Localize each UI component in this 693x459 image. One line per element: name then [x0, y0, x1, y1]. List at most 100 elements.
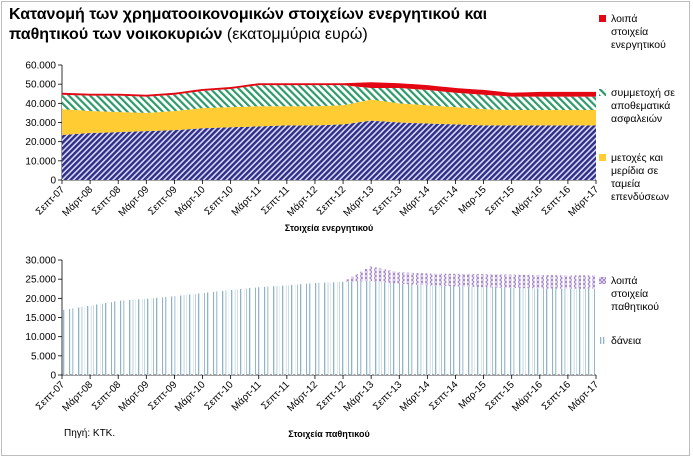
bar-loans	[174, 296, 178, 375]
bar-loans	[504, 287, 507, 375]
bar-loans	[137, 299, 140, 375]
bar-loans	[262, 286, 266, 375]
x-tick-label: Μάρτ-12	[285, 378, 321, 414]
bar-other-liabilities	[490, 274, 493, 288]
x-tick-label: Μάρτ-13	[341, 378, 377, 414]
bar-loans	[299, 284, 303, 375]
bar-loans	[402, 284, 405, 375]
bar-loans	[285, 285, 289, 375]
bar-loans	[364, 281, 368, 375]
bar-loans	[63, 309, 66, 375]
bar-other-liabilities	[453, 273, 456, 287]
bar-loans	[485, 287, 489, 375]
bar-other-liabilities	[532, 274, 535, 289]
liabilities-chart: 0 5.000 10.000 15.000 20.000 25.000 30.000 Σεπτ…	[25, 256, 601, 440]
bar-loans	[123, 300, 126, 375]
bar-other-liabilities	[494, 274, 498, 288]
bar-loans	[550, 288, 554, 375]
bar-loans	[281, 285, 284, 375]
x-tick-label: Μάρτ-16	[510, 183, 546, 219]
bar-loans	[239, 289, 243, 375]
bar-loans	[169, 296, 173, 375]
bar-other-liabilities	[420, 273, 424, 286]
y-tick-label: 50.000	[25, 80, 56, 91]
x-tick-label: Μάρτ-17	[566, 378, 602, 414]
x-tick-label: Σεπτ-14	[427, 379, 461, 413]
bar-loans	[230, 289, 233, 375]
y-tick-label: 20.000	[25, 294, 56, 305]
bar-other-liabilities	[374, 267, 377, 282]
bar-loans	[378, 281, 382, 375]
bar-loans	[118, 300, 122, 375]
bar-loans	[434, 285, 438, 375]
bar-loans	[573, 288, 577, 375]
bar-loans	[234, 289, 238, 375]
bar-loans	[197, 293, 201, 375]
bar-loans	[592, 288, 595, 375]
bar-loans	[532, 288, 535, 375]
bar-loans	[462, 286, 465, 375]
bar-other-liabilities	[569, 275, 572, 289]
x-tick-label: Σεπτ-14	[427, 184, 461, 218]
area-funds	[62, 99, 596, 135]
bar-loans	[397, 283, 400, 375]
bar-other-liabilities	[555, 275, 558, 289]
bar-loans	[95, 304, 99, 375]
bar-loans	[272, 286, 275, 375]
bar-loans	[545, 288, 549, 375]
y-tick-label: 20.000	[25, 137, 56, 148]
bar-other-liabilities	[499, 274, 503, 288]
bar-loans	[355, 281, 359, 375]
y-tick-label: 10.000	[25, 156, 56, 167]
bar-loans	[81, 306, 85, 375]
bar-loans	[225, 290, 229, 375]
legend-loans-label: δάνεια	[611, 335, 641, 347]
bar-loans	[527, 288, 530, 375]
bar-loans	[420, 285, 424, 375]
x-tick-label: Μάρτ-09	[116, 183, 152, 219]
bar-loans	[578, 288, 582, 375]
y-tick-label: 5.000	[31, 351, 56, 362]
bar-other-liabilities	[397, 272, 400, 284]
y-tick-label: 30.000	[25, 256, 56, 267]
bar-loans	[90, 305, 94, 375]
liabilities-legend: λοιπά στοιχεία παθητικού δάνεια	[599, 275, 659, 347]
bar-loans	[360, 281, 363, 375]
bar-other-liabilities	[583, 275, 586, 289]
bar-loans	[128, 299, 131, 375]
bar-loans	[392, 283, 396, 375]
bar-other-liabilities	[350, 276, 354, 282]
source-note: Πηγή: ΚΤΚ.	[64, 428, 116, 439]
bar-other-liabilities	[587, 275, 591, 289]
bar-loans	[332, 282, 335, 375]
bar-other-liabilities	[508, 274, 512, 288]
area-deposits	[62, 120, 596, 180]
bar-other-liabilities	[471, 274, 475, 287]
bar-loans	[86, 306, 89, 375]
bar-other-liabilities	[578, 275, 582, 289]
bar-loans	[290, 284, 294, 375]
bar-other-liabilities	[573, 275, 577, 289]
bar-loans	[341, 281, 345, 375]
bar-loans	[439, 285, 442, 375]
bar-loans	[541, 288, 544, 375]
bar-other-liabilities	[485, 274, 489, 288]
bar-loans	[183, 295, 187, 375]
bar-loans	[448, 286, 452, 375]
bar-loans	[72, 308, 75, 375]
legend-funds-swatch	[599, 154, 606, 161]
bar-loans	[327, 282, 331, 375]
bar-loans	[146, 298, 150, 375]
bar-loans	[109, 302, 113, 375]
bar-loans	[443, 286, 447, 375]
bar-other-liabilities	[550, 275, 554, 289]
bar-loans	[244, 288, 247, 375]
bar-other-liabilities	[392, 271, 396, 284]
bar-loans	[160, 297, 164, 375]
bar-loans	[415, 284, 419, 375]
bar-loans	[248, 288, 252, 375]
bar-loans	[374, 281, 377, 375]
bar-loans	[193, 293, 196, 375]
bar-loans	[346, 281, 349, 375]
bar-loans	[587, 288, 591, 375]
